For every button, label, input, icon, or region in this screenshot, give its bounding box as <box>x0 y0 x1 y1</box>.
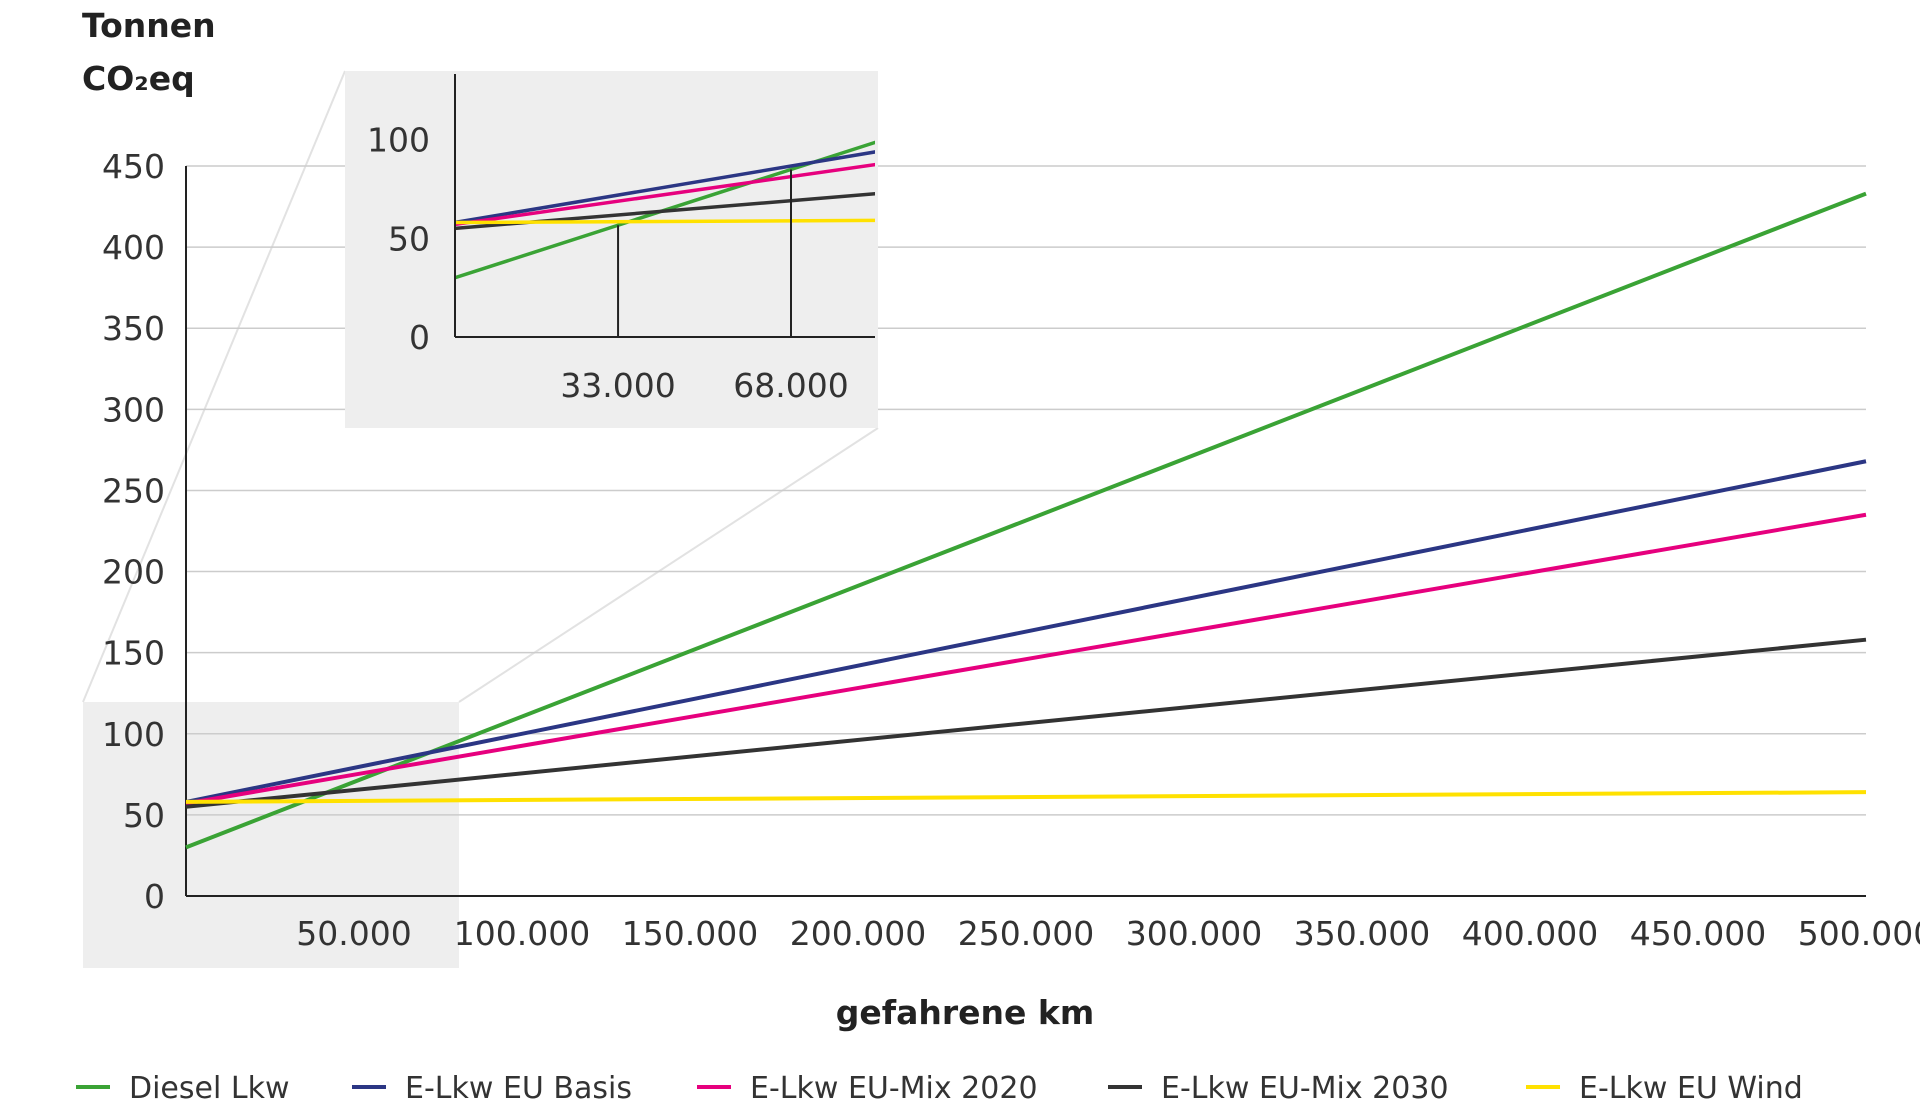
zoom-region <box>82 70 879 968</box>
series-line-3 <box>185 512 1867 806</box>
inset-y-tick-label: 0 <box>409 318 430 357</box>
y-axis-label-line2: CO₂eq <box>82 59 195 98</box>
y-tick-label: 150 <box>102 634 165 673</box>
x-tick-label: 300.000 <box>1126 914 1262 953</box>
legend-label: E-Lkw EU Wind <box>1579 1071 1803 1104</box>
legend-label: Diesel Lkw <box>129 1071 289 1104</box>
inset-series-line-3 <box>455 162 875 227</box>
y-axis-label-line1: Tonnen <box>82 6 216 45</box>
y-tick-label: 400 <box>102 228 165 267</box>
inset-series-line-5 <box>455 218 875 225</box>
y-tick-label: 100 <box>102 715 165 754</box>
legend-label: E-Lkw EU-Mix 2030 <box>1161 1071 1449 1104</box>
inset-zoom-chart: 0 50 100 33.000 68.000 <box>345 71 878 428</box>
inset-x-tick-label: 68.000 <box>733 366 848 405</box>
inset-background <box>345 71 878 428</box>
inset-y-tick-label: 50 <box>388 219 430 258</box>
series-line-1 <box>185 191 1867 850</box>
series-line-5 <box>185 790 1867 804</box>
x-tick-label: 250.000 <box>958 914 1094 953</box>
inset-series <box>455 140 875 280</box>
x-tick-label: 400.000 <box>1462 914 1598 953</box>
x-axis-label: gefahrene km <box>836 993 1094 1032</box>
zoom-connector-right <box>458 427 879 703</box>
legend-label: E-Lkw EU Basis <box>405 1071 632 1104</box>
x-tick-label: 500.000 <box>1798 914 1920 953</box>
y-tick-label: 250 <box>102 471 165 510</box>
x-tick-label: 100.000 <box>454 914 590 953</box>
x-tick-label: 450.000 <box>1630 914 1766 953</box>
y-tick-label: 200 <box>102 553 165 592</box>
inset-y-tick-label: 100 <box>367 121 430 160</box>
y-tick-label: 0 <box>144 877 165 916</box>
axes <box>185 166 1866 897</box>
zoom-connector-left <box>82 70 346 703</box>
x-tick-label: 150.000 <box>622 914 758 953</box>
y-tick-label: 450 <box>102 147 165 186</box>
y-tick-label: 350 <box>102 309 165 348</box>
series-lines <box>185 191 1867 850</box>
y-tick-labels: 0 50 100 150 200 250 300 350 400 450 <box>102 147 165 916</box>
legend: Diesel Lkw E-Lkw EU Basis E-Lkw EU-Mix 202… <box>76 1071 1803 1104</box>
zoom-region-box <box>83 702 459 968</box>
inset-series-line-2 <box>455 150 875 225</box>
y-tick-label: 50 <box>123 796 165 835</box>
inset-x-tick-label: 33.000 <box>560 366 675 405</box>
x-tick-label: 50.000 <box>296 914 411 953</box>
legend-label: E-Lkw EU-Mix 2020 <box>750 1071 1038 1104</box>
series-line-4 <box>185 637 1867 809</box>
y-tick-label: 300 <box>102 390 165 429</box>
x-tick-label: 200.000 <box>790 914 926 953</box>
x-tick-label: 350.000 <box>1294 914 1430 953</box>
x-tick-labels: 50.000 100.000 150.000 200.000 250.000 300.00… <box>296 914 1920 953</box>
series-line-2 <box>185 459 1867 804</box>
